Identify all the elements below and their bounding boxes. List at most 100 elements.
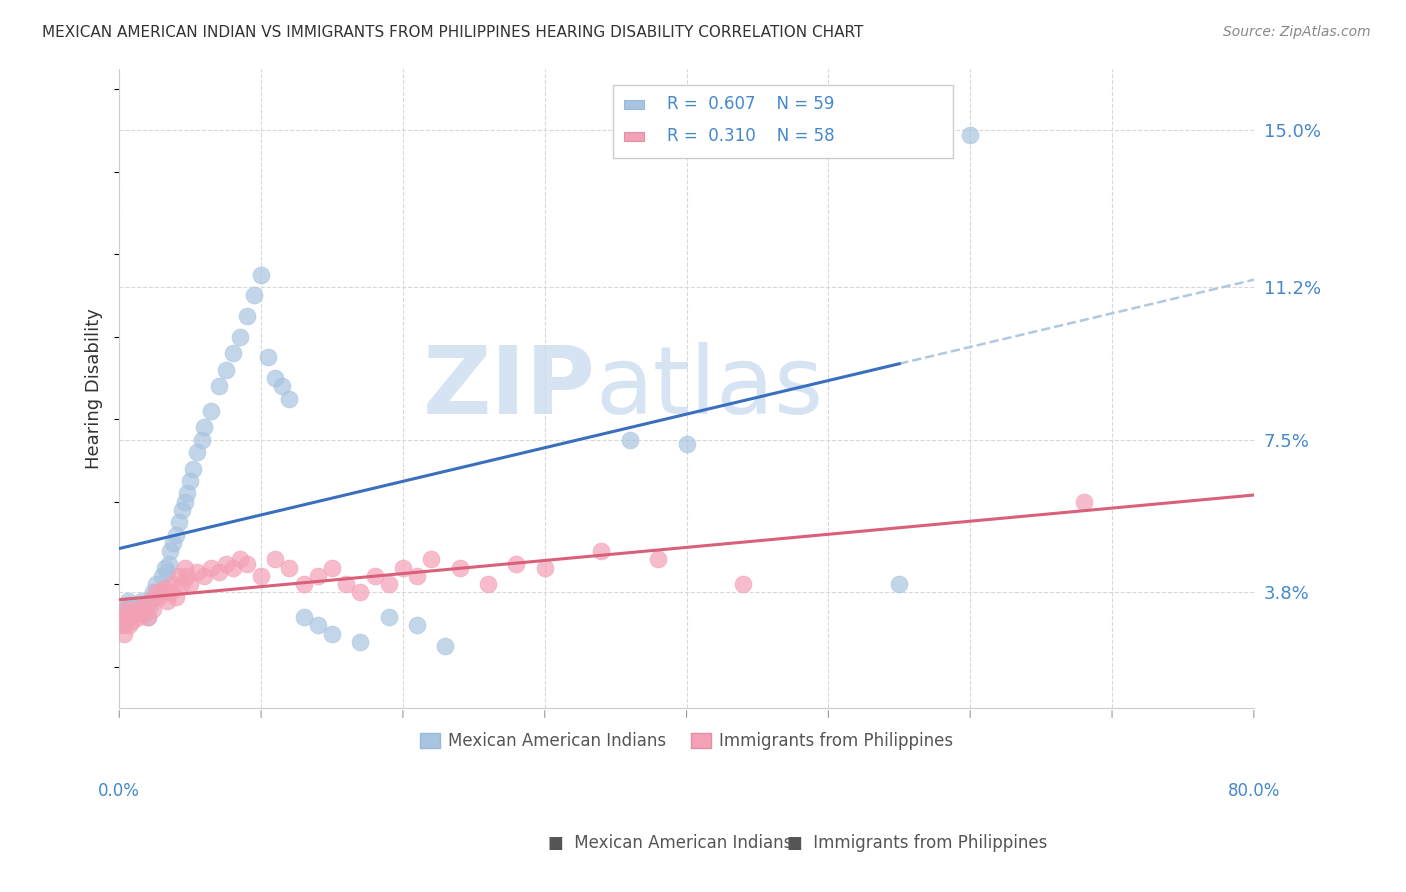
Point <box>349 585 371 599</box>
Point <box>278 392 301 406</box>
Point <box>111 618 134 632</box>
Point <box>406 569 429 583</box>
Point <box>214 557 236 571</box>
Point <box>121 614 143 628</box>
Point <box>321 560 343 574</box>
Point <box>162 536 184 550</box>
Point <box>120 610 142 624</box>
Point <box>406 618 429 632</box>
Point <box>173 560 195 574</box>
Text: 80.0%: 80.0% <box>1227 782 1279 800</box>
Point <box>125 606 148 620</box>
Text: ZIP: ZIP <box>423 343 596 434</box>
Point <box>159 544 181 558</box>
Point <box>733 577 755 591</box>
Point <box>167 515 190 529</box>
Legend: Mexican American Indians, Immigrants from Philippines: Mexican American Indians, Immigrants fro… <box>413 726 960 757</box>
Point <box>142 602 165 616</box>
Point <box>193 569 215 583</box>
Point <box>122 606 145 620</box>
Point <box>148 590 170 604</box>
Point <box>120 610 142 624</box>
Point <box>128 610 150 624</box>
Point <box>377 610 399 624</box>
Point <box>236 557 259 571</box>
Point <box>148 585 170 599</box>
Point <box>134 606 156 620</box>
Point <box>131 593 153 607</box>
Point <box>114 606 136 620</box>
Point <box>236 309 259 323</box>
Text: Source: ZipAtlas.com: Source: ZipAtlas.com <box>1223 25 1371 39</box>
Point <box>292 577 315 591</box>
Point <box>250 268 273 282</box>
Text: 0.0%: 0.0% <box>98 782 141 800</box>
Point <box>278 560 301 574</box>
Point <box>176 486 198 500</box>
Point <box>591 544 613 558</box>
Point <box>136 610 159 624</box>
Point <box>257 351 280 365</box>
Point <box>959 128 981 142</box>
Point <box>505 557 527 571</box>
Point <box>136 610 159 624</box>
Point <box>181 461 204 475</box>
Point <box>222 346 245 360</box>
Point <box>675 437 697 451</box>
Point <box>214 362 236 376</box>
Point <box>118 618 141 632</box>
Text: atlas: atlas <box>596 343 824 434</box>
Point <box>115 602 138 616</box>
Point <box>307 618 329 632</box>
Point <box>207 565 229 579</box>
FancyBboxPatch shape <box>613 85 953 158</box>
Point <box>363 569 385 583</box>
Point <box>271 379 294 393</box>
Point <box>533 560 555 574</box>
Point <box>264 371 287 385</box>
Point <box>150 569 173 583</box>
Text: MEXICAN AMERICAN INDIAN VS IMMIGRANTS FROM PHILIPPINES HEARING DISABILITY CORREL: MEXICAN AMERICAN INDIAN VS IMMIGRANTS FR… <box>42 25 863 40</box>
Text: R =  0.310    N = 58: R = 0.310 N = 58 <box>668 127 835 145</box>
Point <box>250 569 273 583</box>
Point <box>179 577 201 591</box>
Point <box>150 585 173 599</box>
Text: ■  Mexican American Indians: ■ Mexican American Indians <box>548 834 793 852</box>
Point <box>156 565 179 579</box>
Point <box>392 560 415 574</box>
Point <box>222 560 245 574</box>
Point <box>143 590 166 604</box>
Point <box>165 590 187 604</box>
Point <box>122 602 145 616</box>
Point <box>153 560 176 574</box>
Point <box>243 288 266 302</box>
Y-axis label: Hearing Disability: Hearing Disability <box>86 308 103 468</box>
Point <box>145 577 167 591</box>
Point <box>121 606 143 620</box>
Point <box>125 602 148 616</box>
Point <box>647 552 669 566</box>
Point <box>186 445 208 459</box>
Point <box>449 560 471 574</box>
Point <box>134 598 156 612</box>
Point <box>420 552 443 566</box>
Point <box>179 474 201 488</box>
Point <box>292 610 315 624</box>
Point <box>377 577 399 591</box>
Point <box>193 420 215 434</box>
Point <box>229 329 252 343</box>
Point <box>229 552 252 566</box>
Point <box>477 577 499 591</box>
Point <box>162 577 184 591</box>
Point <box>176 569 198 583</box>
Point <box>156 593 179 607</box>
Point <box>207 379 229 393</box>
Point <box>619 433 641 447</box>
Point <box>117 606 139 620</box>
Point <box>307 569 329 583</box>
Text: R =  0.607    N = 59: R = 0.607 N = 59 <box>668 95 835 112</box>
Point <box>131 606 153 620</box>
Point <box>139 593 162 607</box>
Text: ■  Immigrants from Philippines: ■ Immigrants from Philippines <box>787 834 1047 852</box>
Point <box>200 560 222 574</box>
